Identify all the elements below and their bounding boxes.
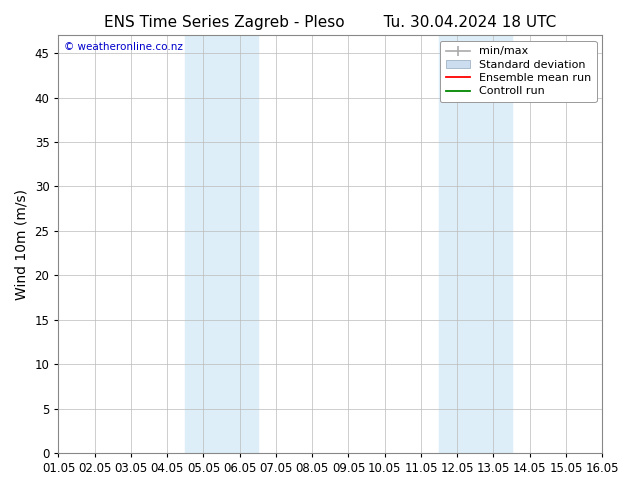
Text: © weatheronline.co.nz: © weatheronline.co.nz <box>64 42 183 51</box>
Legend: min/max, Standard deviation, Ensemble mean run, Controll run: min/max, Standard deviation, Ensemble me… <box>440 41 597 102</box>
Bar <box>439 35 512 453</box>
Title: ENS Time Series Zagreb - Pleso        Tu. 30.04.2024 18 UTC: ENS Time Series Zagreb - Pleso Tu. 30.04… <box>104 15 557 30</box>
Y-axis label: Wind 10m (m/s): Wind 10m (m/s) <box>15 189 29 300</box>
Bar <box>185 35 258 453</box>
